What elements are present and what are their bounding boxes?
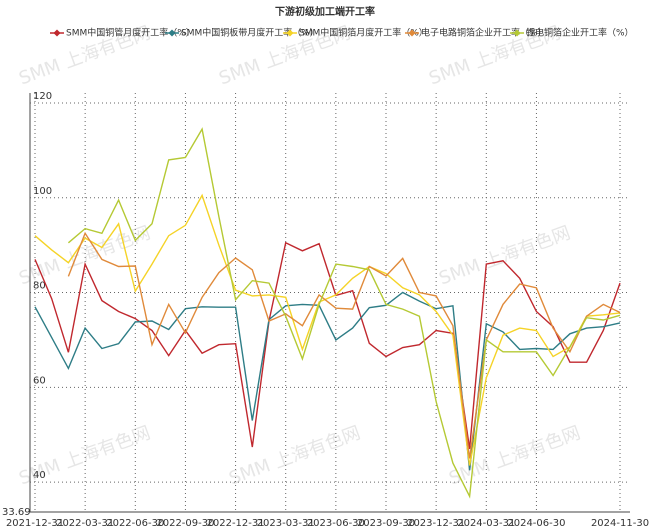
x-tick-label: 2021-12-31: [6, 518, 64, 529]
y-tick-label: 33.69: [2, 507, 31, 518]
x-tick-label: 2024-11-30: [591, 518, 649, 529]
legend-marker: [286, 29, 294, 37]
chart-title: 下游初级加工端开工率: [275, 5, 375, 18]
legend-marker: [168, 29, 176, 37]
x-tick-label: 2024-06-30: [507, 518, 565, 529]
legend-marker: [513, 29, 521, 37]
y-tick-label: 60: [33, 375, 46, 386]
watermark: SMM 上海有色网: [436, 222, 573, 289]
x-tick-label: 2022-12-31: [207, 518, 265, 529]
series-line: [67, 231, 621, 459]
series-line: [67, 127, 621, 499]
y-tick-label: 120: [33, 91, 52, 102]
legend-label: SMM中国铜箔月度开工率（%）: [299, 27, 428, 39]
x-tick-label: 2023-12-31: [407, 518, 465, 529]
watermark: SMM 上海有色网: [226, 422, 363, 489]
series-line: [34, 241, 621, 450]
y-tick-label: 80: [33, 281, 46, 292]
x-tick-label: 2022-06-30: [106, 518, 164, 529]
x-tick-label: 2022-03-31: [56, 518, 114, 529]
x-tick-label: 2023-09-30: [357, 518, 415, 529]
series-line: [34, 193, 621, 466]
legend-label: SMM中国铜板带月度开工率（%）: [181, 27, 319, 39]
legend-marker: [53, 29, 61, 37]
legend-marker: [408, 29, 416, 37]
legend-label: SMM中国铜管月度开工率（%）: [66, 27, 195, 39]
y-tick-label: 100: [33, 186, 52, 197]
x-tick-label: 2023-03-31: [257, 518, 315, 529]
x-tick-label: 2024-03-31: [457, 518, 515, 529]
x-tick-label: 2023-06-30: [307, 518, 365, 529]
legend-label: 电子电路铜箔企业开工率（%）: [421, 27, 547, 39]
legend-label: 锂电铜箔企业开工率（%）: [526, 27, 634, 39]
y-tick-label: 40: [33, 470, 46, 481]
series-line: [34, 291, 621, 471]
x-tick-label: 2022-09-30: [156, 518, 214, 529]
